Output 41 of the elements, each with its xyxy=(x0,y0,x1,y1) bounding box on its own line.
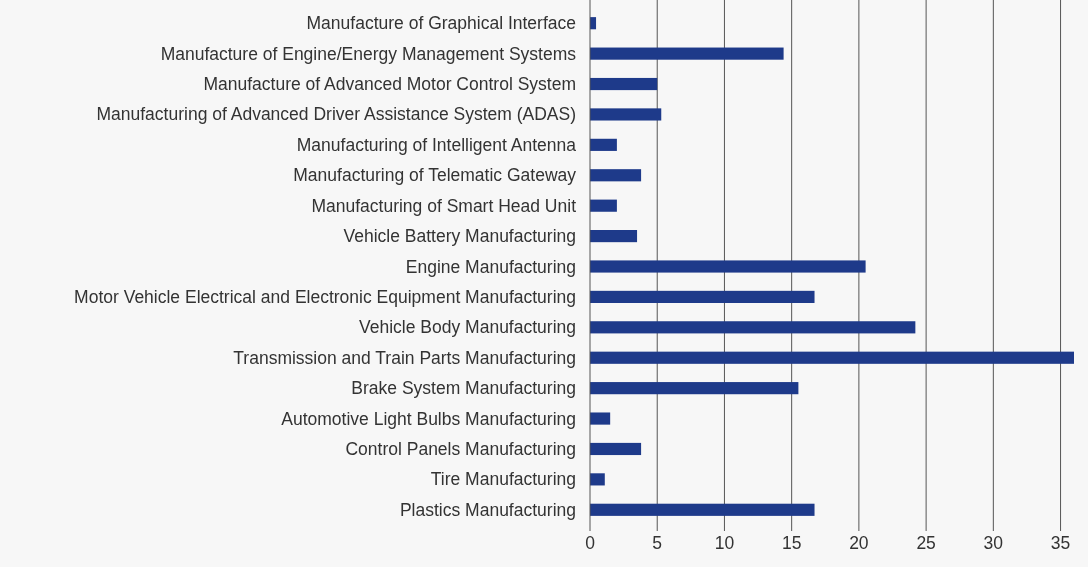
x-tick-label: 5 xyxy=(652,533,663,553)
bar xyxy=(590,351,1074,364)
x-tick-label: 15 xyxy=(781,533,802,553)
bar xyxy=(590,260,866,273)
x-tick-label: 0 xyxy=(585,533,596,553)
x-tick-label: 20 xyxy=(849,533,869,553)
x-tick-label: 10 xyxy=(714,533,735,553)
bar xyxy=(590,47,784,60)
y-tick-label: Brake System Manufacturing xyxy=(351,378,576,399)
bar xyxy=(590,77,658,91)
bar xyxy=(590,290,815,303)
y-tick-label: Vehicle Body Manufacturing xyxy=(359,317,576,338)
x-tick-label: 25 xyxy=(916,533,936,553)
bar xyxy=(590,138,617,151)
y-tick-label: Manufacturing of Advanced Driver Assistance System (ADAS) xyxy=(96,104,576,125)
y-tick-label: Manufacturing of Intelligent Antenna xyxy=(296,134,577,155)
y-tick-label: Control Panels Manufacturing xyxy=(345,438,576,459)
x-tick-label: 35 xyxy=(1050,533,1071,553)
y-tick-label: Vehicle Battery Manufacturing xyxy=(343,226,576,247)
y-tick-label: Manufacture of Engine/Energy Management Systems xyxy=(160,43,577,64)
bar xyxy=(590,382,799,395)
bar xyxy=(590,503,815,516)
y-tick-label: Transmission and Train Parts Manufacturing xyxy=(233,347,576,368)
bar xyxy=(590,473,605,486)
y-tick-label: Manufacture of Graphical Interface xyxy=(306,13,576,34)
y-tick-label: Motor Vehicle Electrical and Electronic Equipment Manufacturing xyxy=(74,286,576,307)
bar xyxy=(590,412,611,425)
y-tick-label: Automotive Light Bulbs Manufacturing xyxy=(281,408,576,429)
bar xyxy=(590,321,916,334)
x-tick-label: 30 xyxy=(983,533,1004,553)
y-tick-label: Engine Manufacturing xyxy=(405,256,576,277)
bar xyxy=(590,169,642,182)
bar xyxy=(590,230,638,243)
y-tick-label: Plastics Manufacturing xyxy=(399,499,576,520)
bar xyxy=(590,108,662,121)
bar xyxy=(590,442,642,456)
y-tick-label: Manufacturing of Smart Head Unit xyxy=(311,195,577,216)
y-tick-label: Manufacture of Advanced Motor Control System xyxy=(203,74,576,95)
y-tick-label: Manufacturing of Telematic Gateway xyxy=(293,165,577,186)
bar xyxy=(590,199,617,212)
y-tick-label: Tire Manufacturing xyxy=(430,469,576,490)
